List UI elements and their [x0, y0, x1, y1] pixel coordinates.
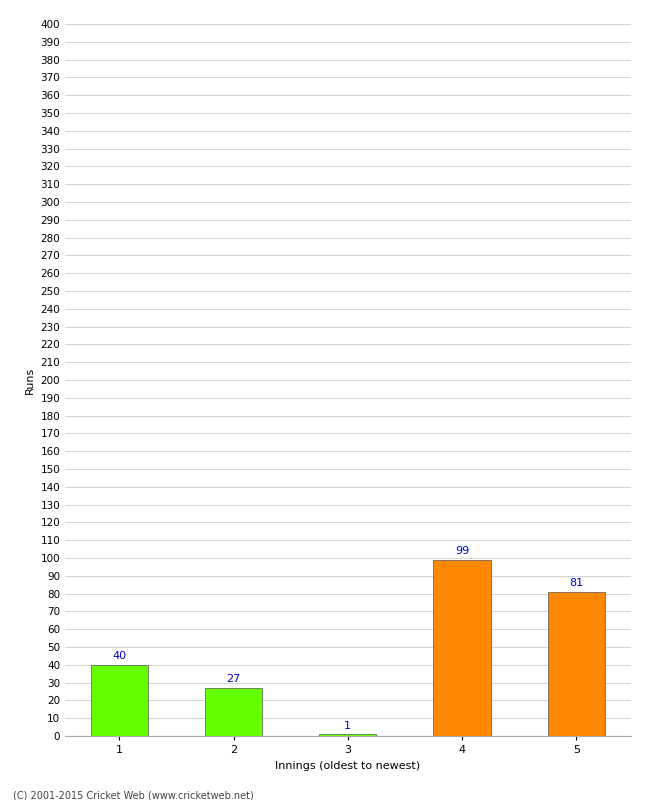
Text: 1: 1 — [344, 721, 351, 730]
Text: (C) 2001-2015 Cricket Web (www.cricketweb.net): (C) 2001-2015 Cricket Web (www.cricketwe… — [13, 790, 254, 800]
Text: 99: 99 — [455, 546, 469, 556]
Bar — [548, 592, 604, 736]
Bar — [434, 560, 491, 736]
Text: 27: 27 — [226, 674, 240, 684]
Text: 40: 40 — [112, 651, 126, 662]
Y-axis label: Runs: Runs — [25, 366, 35, 394]
Bar — [205, 688, 262, 736]
Bar — [91, 665, 148, 736]
Text: 81: 81 — [569, 578, 583, 588]
X-axis label: Innings (oldest to newest): Innings (oldest to newest) — [275, 761, 421, 770]
Bar — [319, 734, 376, 736]
